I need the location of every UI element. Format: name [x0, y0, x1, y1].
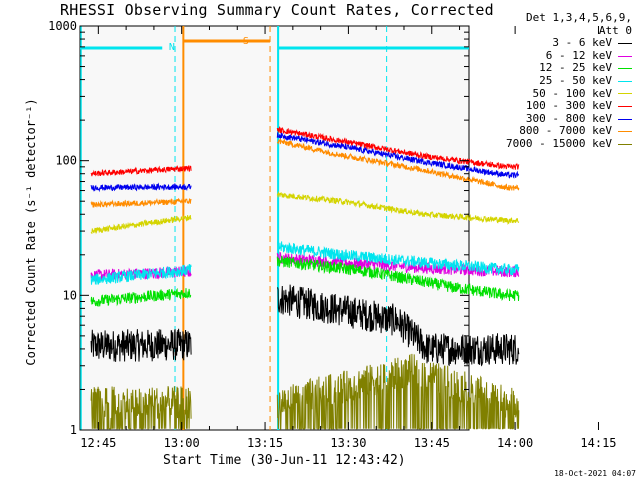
legend-entry: 100 - 300 keV	[472, 100, 632, 113]
series-line-5-segment-0	[90, 164, 192, 177]
series-line-0-segment-0	[90, 328, 192, 362]
x-tick-label: 13:30	[330, 436, 366, 450]
x-tick-label: 14:00	[497, 436, 533, 450]
x-tick-label: 12:45	[80, 436, 116, 450]
y-tick-label: 1	[70, 423, 77, 437]
legend-entry-label: 12 - 25 keV	[539, 61, 612, 75]
series-line-8-segment-1	[276, 353, 520, 430]
series-line-4-segment-1	[276, 190, 520, 226]
generation-timestamp: 18-Oct-2021 04:07	[554, 469, 636, 478]
legend-entry-label: 300 - 800 keV	[525, 111, 612, 125]
chart-title: RHESSI Observing Summary Count Rates, Co…	[60, 1, 494, 19]
legend: Det 1,3,4,5,6,9, Att 0 3 - 6 keV 6 - 12 k…	[472, 11, 632, 151]
legend-swatch	[618, 105, 632, 107]
legend-swatch	[618, 131, 632, 133]
y-tick-label: 1000	[48, 19, 77, 33]
series-line-8-segment-0	[90, 386, 192, 430]
legend-entry: 800 - 7000 keV	[472, 125, 632, 138]
x-tick-label: 13:15	[247, 436, 283, 450]
legend-entry: 25 - 50 keV	[472, 73, 632, 88]
flag-marker-n: N	[169, 42, 175, 53]
y-axis-label: Corrected Count Rate (s⁻¹ detector⁻¹)	[24, 98, 38, 366]
x-tick-label: 13:00	[164, 436, 200, 450]
legend-entry: 6 - 12 keV	[472, 48, 632, 63]
series-line-7-segment-0	[90, 197, 192, 208]
legend-entry: 3 - 6 keV	[472, 37, 632, 50]
legend-entry-label: 100 - 300 keV	[525, 99, 612, 113]
legend-entry-label: 25 - 50 keV	[539, 73, 612, 87]
series-line-6-segment-0	[90, 182, 192, 193]
overlay-group: NS	[80, 26, 469, 430]
legend-attenuator: Att 0	[598, 23, 632, 37]
x-tick-label: 13:45	[414, 436, 450, 450]
legend-detectors: Det 1,3,4,5,6,9,	[526, 11, 632, 24]
legend-entry-label: 7000 - 15000 keV	[506, 136, 612, 150]
x-axis-label: Start Time (30-Jun-11 12:43:42)	[163, 453, 406, 468]
legend-swatch	[618, 55, 632, 57]
legend-swatch	[618, 42, 632, 44]
series-line-4-segment-0	[90, 215, 192, 235]
legend-entry-label: 3 - 6 keV	[552, 36, 612, 50]
flag-marker-s: S	[243, 36, 249, 47]
series-line-2-segment-1	[276, 255, 520, 302]
plot-frame-group	[79, 25, 470, 431]
series-line-2-segment-0	[90, 287, 192, 307]
legend-entry-label: 800 - 7000 keV	[519, 124, 612, 138]
series-line-7-segment-1	[276, 138, 520, 191]
series-group	[90, 126, 520, 430]
plot-area	[79, 25, 470, 431]
series-line-3-segment-0	[90, 263, 192, 285]
legend-entry: 7000 - 15000 keV	[472, 136, 632, 151]
series-line-5-segment-1	[276, 126, 520, 170]
series-line-3-segment-1	[276, 240, 520, 276]
legend-entry-label: 50 - 100 keV	[532, 86, 612, 100]
y-tick-label: 10	[63, 288, 77, 302]
legend-entry: 300 - 800 keV	[472, 111, 632, 126]
tick-group: 1000 100 10 112:45 13:00 13:15 13:30 13:45 14:00…	[48, 19, 616, 450]
legend-swatch	[618, 68, 632, 70]
legend-swatch	[618, 93, 632, 95]
legend-entry-label: 6 - 12 keV	[545, 48, 612, 62]
legend-entry: 12 - 25 keV	[472, 62, 632, 75]
x-tick-label: 14:15	[580, 436, 616, 450]
legend-entry: 50 - 100 keV	[472, 86, 632, 101]
legend-rows: 3 - 6 keV 6 - 12 keV 12 - 25 keV 25 - 50 ke…	[472, 37, 632, 150]
legend-swatch	[618, 143, 632, 145]
series-line-0-segment-1	[277, 284, 520, 367]
legend-swatch	[618, 118, 632, 120]
legend-swatch	[618, 80, 632, 82]
y-tick-label: 100	[55, 154, 77, 168]
series-line-6-segment-1	[276, 132, 519, 179]
